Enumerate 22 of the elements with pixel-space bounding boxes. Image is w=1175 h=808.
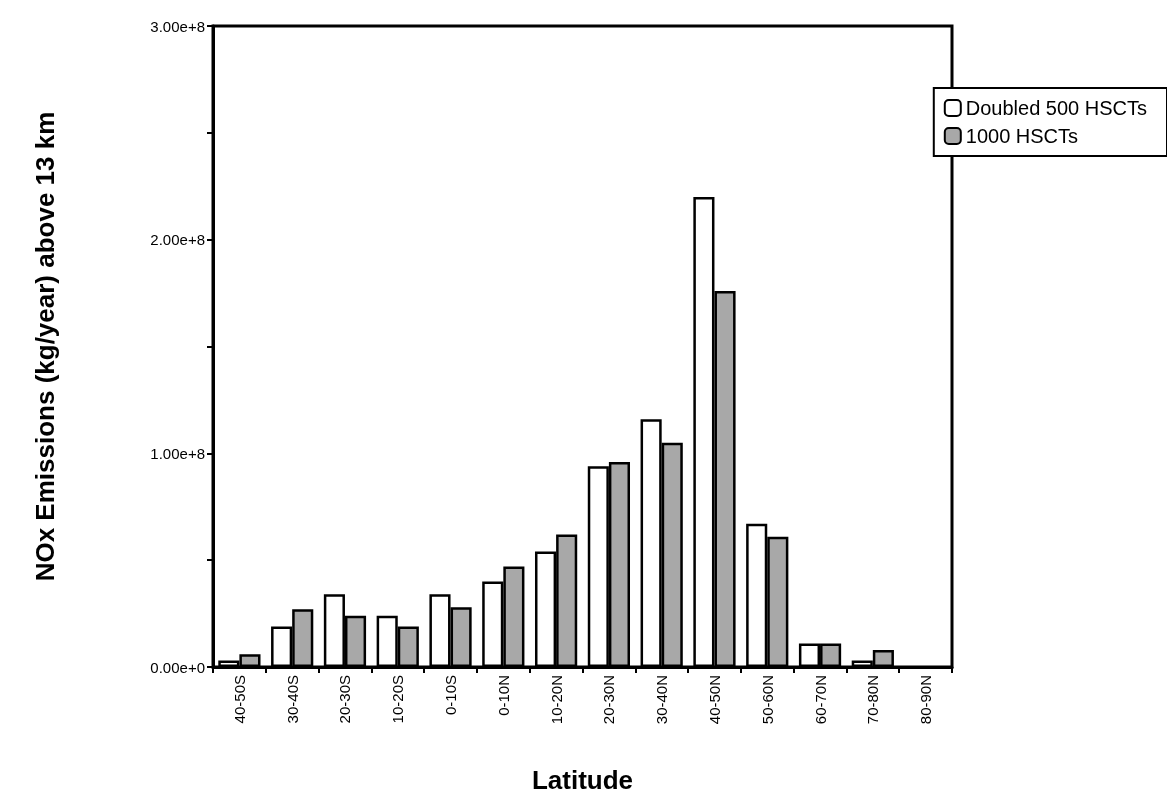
x-tick-label: 60-70N xyxy=(811,675,829,725)
x-tick-label: 50-60N xyxy=(758,675,776,725)
y-tick-label: 2.00e+8 xyxy=(150,231,205,249)
legend-label: 1000 HSCTs xyxy=(965,125,1079,147)
x-tick-label: 20-30N xyxy=(600,675,618,725)
y-tick-label: 0.00e+0 xyxy=(150,658,205,676)
legend-label: Doubled 500 HSCTs xyxy=(965,97,1148,119)
y-axis-title: NOx Emissions (kg/year) above 13 km xyxy=(30,111,60,582)
y-tick-label: 3.00e+8 xyxy=(150,17,205,35)
x-tick-label: 30-40N xyxy=(653,675,671,725)
x-tick-label: 0-10S xyxy=(442,675,460,716)
x-tick-label: 40-50N xyxy=(705,675,723,725)
x-tick-label: 0-10N xyxy=(494,675,512,716)
x-tick-label: 40-50S xyxy=(230,675,248,724)
x-tick-label: 10-20N xyxy=(547,675,565,725)
x-tick-label: 80-90N xyxy=(917,675,935,725)
x-tick-label: 20-30S xyxy=(336,675,354,724)
x-tick-label: 10-20S xyxy=(389,675,407,724)
y-tick-label: 1.00e+8 xyxy=(150,444,205,462)
x-axis-title: Latitude xyxy=(531,765,634,795)
x-tick-label: 70-80N xyxy=(864,675,882,725)
x-tick-label: 30-40S xyxy=(283,675,301,724)
